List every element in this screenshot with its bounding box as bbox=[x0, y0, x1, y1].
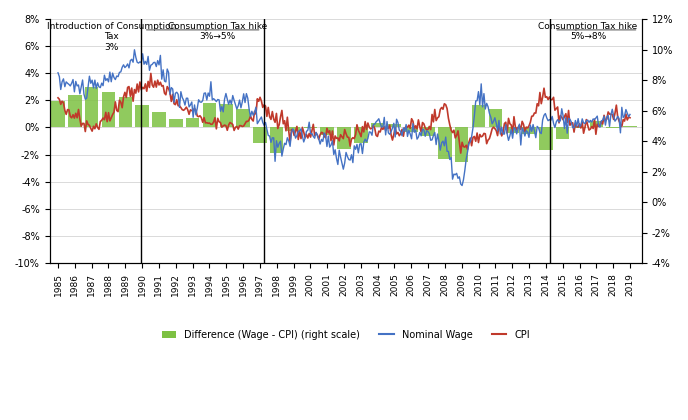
Bar bbox=[472, 105, 485, 128]
Bar bbox=[169, 119, 182, 128]
Bar bbox=[388, 124, 401, 128]
Bar bbox=[85, 87, 98, 128]
Bar bbox=[522, 128, 536, 134]
Bar bbox=[321, 128, 334, 135]
Bar bbox=[186, 118, 200, 128]
Bar bbox=[539, 128, 552, 150]
Text: Introduction of Consumption
Tax
3%: Introduction of Consumption Tax 3% bbox=[47, 22, 177, 52]
Bar bbox=[270, 128, 283, 153]
Text: Consumption Tax hike
3%→5%: Consumption Tax hike 3%→5% bbox=[168, 22, 268, 41]
Legend: Difference (Wage - CPI) (right scale), Nominal Wage, CPI: Difference (Wage - CPI) (right scale), N… bbox=[158, 326, 534, 344]
Bar bbox=[438, 128, 452, 159]
Bar bbox=[455, 128, 469, 163]
Bar bbox=[287, 128, 300, 131]
Bar bbox=[118, 97, 132, 128]
Bar bbox=[136, 105, 149, 128]
Bar bbox=[219, 104, 233, 128]
Bar bbox=[556, 128, 570, 139]
Bar bbox=[52, 101, 65, 128]
Bar bbox=[68, 95, 82, 128]
Bar bbox=[421, 128, 435, 136]
Bar bbox=[506, 128, 519, 133]
Bar bbox=[102, 92, 115, 128]
Bar bbox=[152, 113, 166, 128]
Bar bbox=[237, 109, 250, 128]
Text: Consumption Tax hike
5%→8%: Consumption Tax hike 5%→8% bbox=[538, 22, 638, 41]
Bar bbox=[253, 128, 267, 143]
Bar bbox=[405, 128, 418, 132]
Bar bbox=[590, 121, 603, 128]
Bar bbox=[371, 123, 385, 128]
Bar bbox=[203, 103, 216, 128]
Bar bbox=[488, 109, 502, 128]
Bar bbox=[337, 128, 351, 149]
Bar bbox=[354, 128, 367, 143]
Bar bbox=[623, 126, 636, 128]
